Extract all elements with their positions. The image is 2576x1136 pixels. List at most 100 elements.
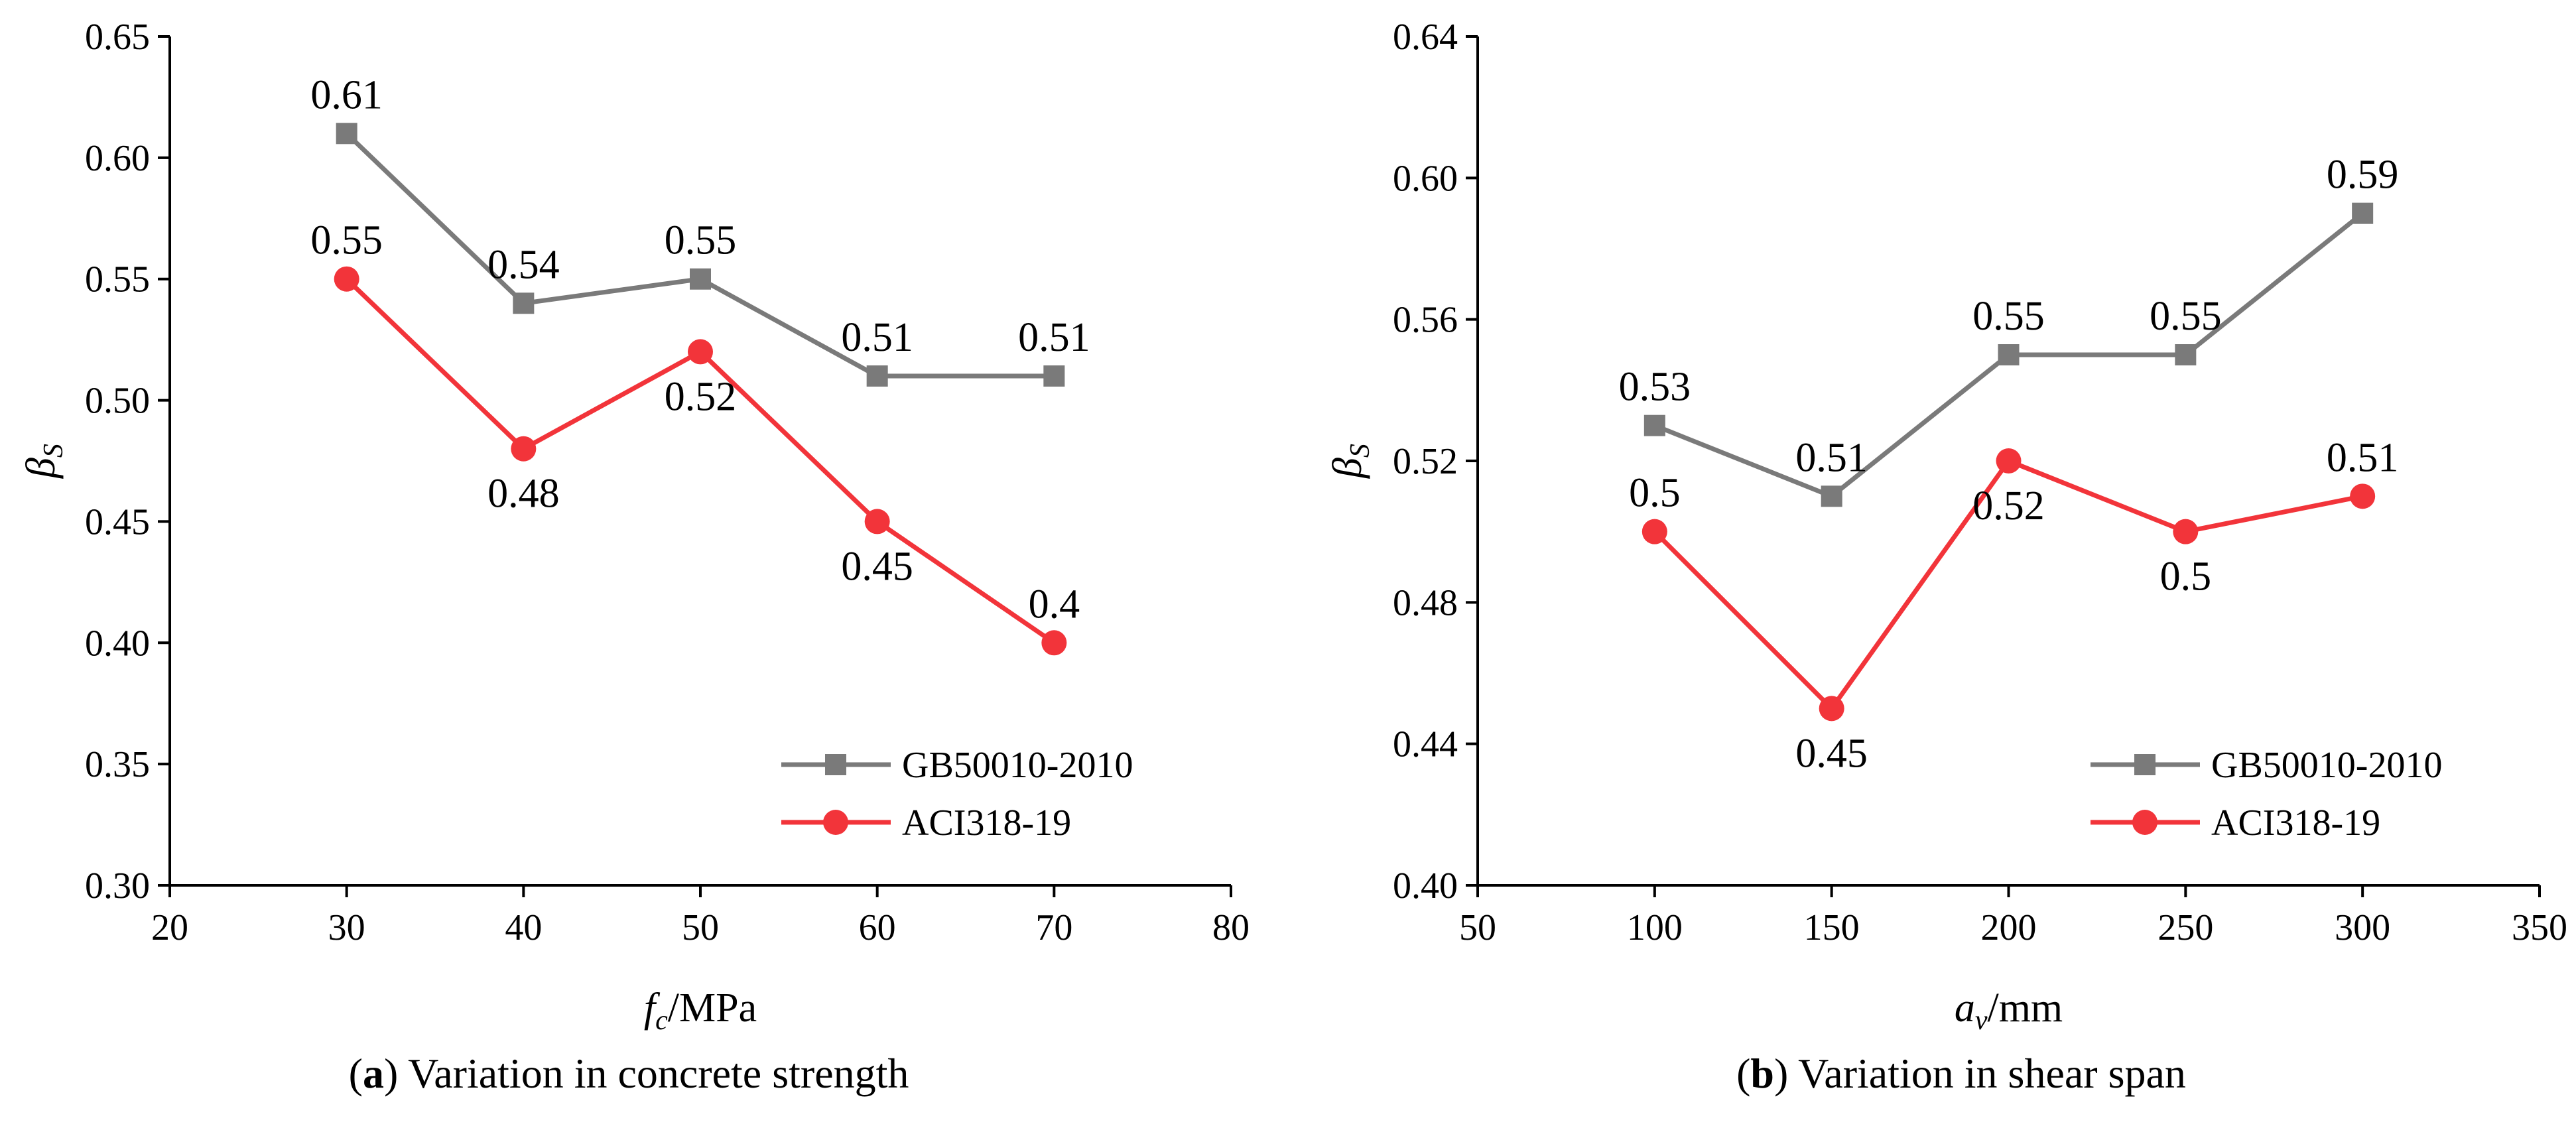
- data-point-square: [866, 365, 888, 387]
- x-tick-label: 100: [1627, 907, 1683, 948]
- y-tick-label: 0.64: [1393, 17, 1458, 58]
- x-tick-label: 70: [1035, 907, 1072, 948]
- caption-paren-open: (: [1736, 1050, 1750, 1097]
- data-label: 0.51: [1795, 435, 1868, 480]
- data-point-square: [336, 123, 357, 145]
- data-label: 0.59: [2327, 153, 2399, 198]
- data-point-circle: [2350, 483, 2376, 509]
- data-label: 0.52: [1972, 483, 2045, 529]
- y-tick-label: 0.40: [85, 623, 150, 664]
- data-point-circle: [2173, 519, 2199, 544]
- data-point-circle: [1041, 630, 1067, 656]
- y-axis-title: βS: [1325, 444, 1376, 479]
- data-point-circle: [334, 266, 359, 292]
- caption-text: Variation in concrete strength: [408, 1050, 909, 1097]
- y-tick-label: 0.45: [85, 501, 150, 542]
- legend-label: ACI318-19: [2211, 802, 2380, 844]
- data-label: 0.45: [841, 544, 913, 589]
- data-label: 0.61: [310, 72, 383, 117]
- data-label: 0.48: [487, 472, 560, 517]
- x-axis-title: fc/MPa: [644, 985, 757, 1036]
- data-label: 0.51: [841, 315, 913, 360]
- y-tick-label: 0.52: [1393, 441, 1458, 482]
- legend-label: GB50010-2010: [902, 745, 1133, 786]
- data-label: 0.51: [2327, 435, 2399, 480]
- data-label: 0.54: [487, 242, 560, 287]
- y-axis-symbol: β: [1325, 458, 1370, 479]
- x-tick-label: 50: [1459, 907, 1496, 948]
- data-point-circle: [864, 509, 890, 535]
- y-axis-title: βS: [19, 444, 69, 479]
- x-axis-unit: /MPa: [668, 985, 757, 1031]
- legend-marker-square: [825, 754, 846, 775]
- caption-letter: a: [363, 1050, 384, 1097]
- legend-label: ACI318-19: [902, 802, 1071, 844]
- legend-entry: ACI318-19: [781, 802, 1071, 844]
- data-label: 0.5: [2160, 554, 2212, 600]
- y-tick-label: 0.50: [85, 381, 150, 422]
- legend-marker-circle: [823, 810, 848, 835]
- legend-entry: ACI318-19: [2091, 802, 2380, 844]
- data-point-circle: [1642, 519, 1667, 544]
- x-tick-label: 150: [1804, 907, 1860, 948]
- data-point-circle: [1819, 696, 1844, 722]
- series-gb50010: 0.53 0.51 0.55 0.55 0.59: [1619, 153, 2399, 507]
- data-point-circle: [1996, 448, 2022, 473]
- data-point-square: [2352, 202, 2374, 224]
- x-tick-label: 40: [505, 907, 542, 948]
- data-label: 0.55: [310, 218, 383, 263]
- data-label: 0.53: [1619, 365, 1691, 410]
- series-line: [345, 277, 1056, 645]
- data-label: 0.55: [2150, 294, 2222, 339]
- data-label: 0.51: [1018, 315, 1090, 360]
- y-tick-label: 0.55: [85, 259, 150, 300]
- caption-paren-close: ): [384, 1050, 408, 1097]
- x-tick-label: 60: [859, 907, 896, 948]
- x-tick-label: 20: [151, 907, 188, 948]
- data-point-square: [1821, 485, 1842, 507]
- data-point-square: [2175, 344, 2197, 365]
- x-tick-label: 50: [682, 907, 719, 948]
- x-axis-subscript: c: [655, 1005, 668, 1036]
- legend-marker-circle: [2132, 810, 2157, 835]
- data-point-circle: [511, 436, 537, 462]
- y-tick-label: 0.30: [85, 865, 150, 907]
- y-tick-label: 0.60: [1393, 158, 1458, 199]
- y-tick-label: 0.44: [1393, 724, 1458, 765]
- x-axis-unit: /mm: [1987, 985, 2063, 1031]
- y-tick-label: 0.40: [1393, 865, 1458, 907]
- data-point-circle: [688, 339, 713, 365]
- x-tick-label: 30: [328, 907, 365, 948]
- series-aci318: 0.5 0.45 0.52 0.5 0.51: [1629, 435, 2398, 776]
- data-label: 0.52: [665, 374, 737, 419]
- x-tick-label: 250: [2157, 907, 2213, 948]
- data-label: 0.55: [665, 218, 737, 263]
- y-tick-label: 0.56: [1393, 300, 1458, 341]
- y-axis-symbol: β: [19, 458, 64, 479]
- y-tick-label: 0.65: [85, 17, 150, 58]
- data-point-square: [513, 292, 535, 314]
- legend-label: GB50010-2010: [2211, 745, 2442, 786]
- data-label: 0.4: [1029, 582, 1080, 627]
- x-axis-subscript: v: [1975, 1005, 1988, 1036]
- x-tick-label: 300: [2335, 907, 2390, 948]
- y-axis-subscript: S: [38, 444, 69, 458]
- data-point-square: [690, 268, 711, 290]
- caption-letter: b: [1750, 1050, 1774, 1097]
- legend-entry: GB50010-2010: [2091, 745, 2442, 786]
- y-tick-label: 0.60: [85, 138, 150, 179]
- x-tick-label: 350: [2512, 907, 2567, 948]
- series-gb50010: 0.61 0.54 0.55 0.51 0.51: [310, 72, 1090, 387]
- data-point-square: [1043, 365, 1065, 387]
- y-tick-label: 0.35: [85, 744, 150, 785]
- data-label: 0.5: [1629, 471, 1681, 516]
- chart-panel-b: 0.40 0.44 0.48 0.52 0.56 0.60 0.64 50 100 150 200 2…: [1325, 17, 2567, 1097]
- data-point-square: [1643, 414, 1665, 436]
- data-label: 0.55: [1972, 294, 2045, 339]
- legend-marker-square: [2134, 754, 2156, 775]
- y-axis-subscript: S: [1345, 444, 1376, 458]
- caption-paren-close: ): [1774, 1050, 1798, 1097]
- series-aci318: 0.55 0.48 0.52 0.45 0.4: [310, 218, 1080, 656]
- x-tick-label: 80: [1212, 907, 1250, 948]
